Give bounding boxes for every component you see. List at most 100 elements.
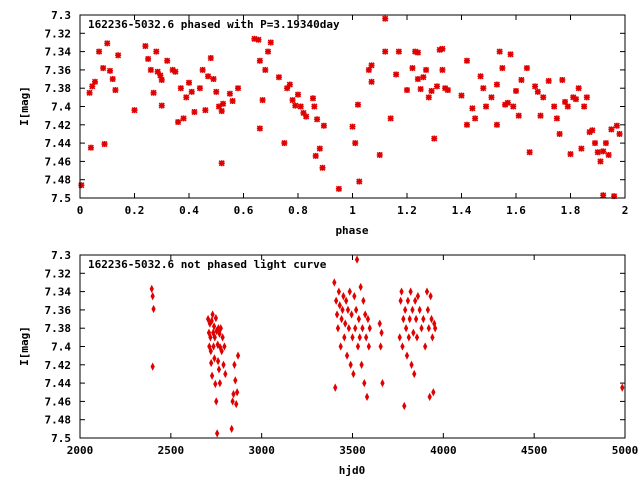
unphased-data-point <box>339 314 344 324</box>
unphased-data-point <box>427 392 432 401</box>
phased-data-point <box>177 85 184 92</box>
unphased-data-point <box>424 287 430 296</box>
phased-data-point <box>115 52 122 59</box>
phased-data-point <box>312 152 319 159</box>
phased-data-point <box>289 97 296 104</box>
phased-x-tick-label: 1.2 <box>397 204 417 217</box>
phased-data-point <box>496 48 503 55</box>
unphased-data-point <box>220 333 225 342</box>
phased-x-axis-label: phase <box>335 224 368 237</box>
unphased-data-point <box>426 324 431 333</box>
unphased-data-point <box>217 378 223 388</box>
phased-data-point <box>551 103 558 110</box>
phased-data-point <box>354 101 362 108</box>
phased-data-point <box>382 48 389 55</box>
unphased-data-point <box>353 305 359 315</box>
unphased-data-point <box>205 314 211 324</box>
phased-data-point <box>142 43 149 50</box>
phased-data-point <box>526 149 533 156</box>
unphased-data-point <box>423 342 428 351</box>
unphased-y-tick-label: 7.3 <box>51 249 71 262</box>
unphased-data-point <box>223 369 228 379</box>
phased-x-tick-label: 0.6 <box>234 204 254 217</box>
phased-data-point <box>368 78 375 85</box>
unphased-y-tick-label: 7.48 <box>45 414 72 427</box>
phased-data-point <box>180 115 187 122</box>
phased-data-point <box>91 78 99 85</box>
unphased-data-point <box>380 378 385 388</box>
unphased-data-point <box>209 371 215 380</box>
unphased-data-point <box>229 424 234 434</box>
phased-data-point <box>106 67 114 74</box>
phased-data-point <box>294 91 302 98</box>
phased-data-point <box>469 105 476 112</box>
phased-data-point <box>229 97 236 105</box>
unphased-data-point <box>365 314 371 324</box>
phased-data-point <box>349 123 356 130</box>
phased-data-point <box>611 193 618 200</box>
phased-data-point <box>191 108 198 116</box>
unphased-data-point <box>208 346 213 356</box>
phased-data-point <box>493 121 500 128</box>
phased-data-point <box>559 76 566 84</box>
unphased-data-point <box>415 292 421 301</box>
unphased-data-point <box>233 376 238 385</box>
unphased-data-point <box>215 356 221 366</box>
unphased-data-point <box>213 313 219 323</box>
unphased-data-point <box>421 314 426 324</box>
phased-x-ticks: 0 0.2 0.4 0.6 0.8 1 1.2 1.4 1.6 1.8 2 <box>77 15 628 217</box>
unphased-data-point <box>417 305 422 315</box>
phased-data-point <box>188 88 195 95</box>
phased-x-tick-label: 1.8 <box>561 204 581 217</box>
unphased-data-point <box>235 351 241 360</box>
phased-y-ticks: 7.3 7.32 7.34 7.36 7.38 7.4 7.42 7.44 7.46 7.48 7.… <box>45 9 625 205</box>
phased-data-point <box>581 103 588 110</box>
phased-data-point <box>226 90 233 97</box>
phased-data-point <box>87 144 94 151</box>
phased-data-point <box>352 140 359 147</box>
unphased-data-point <box>211 342 216 351</box>
phased-data-point <box>284 85 291 92</box>
phased-data-point <box>482 103 490 110</box>
phased-data-point <box>131 107 138 114</box>
unphased-y-axis-label: I[mag] <box>18 326 31 366</box>
phased-data-point <box>213 88 220 95</box>
unphased-x-tick-label: 3500 <box>339 444 366 457</box>
unphased-data-point <box>209 358 214 368</box>
phased-x-tick-label: 0.4 <box>179 204 199 217</box>
phased-data-point <box>255 36 262 43</box>
phased-data-point <box>368 62 375 69</box>
unphased-x-axis-label: hjd0 <box>339 464 366 477</box>
phased-data-point <box>185 79 193 86</box>
unphased-data-point <box>230 397 235 406</box>
unphased-x-tick-label: 2000 <box>67 444 94 457</box>
unphased-data-point <box>218 324 223 333</box>
phased-data-point <box>164 57 171 64</box>
phased-y-axis-label: I[mag] <box>18 86 31 126</box>
phased-data-point <box>196 85 203 92</box>
unphased-light-curve-chart: 2000 2500 3000 3500 4000 4500 5000 7.3 7.32 7.34… <box>18 249 638 477</box>
phased-plot-frame <box>79 14 626 199</box>
unphased-data-point <box>344 296 349 305</box>
unphased-data-point <box>211 322 217 331</box>
unphased-data-point <box>357 333 362 342</box>
unphased-data-point <box>346 324 352 333</box>
phased-data-point <box>264 48 272 55</box>
unphased-data-point <box>403 324 409 333</box>
phased-data-point <box>382 15 389 22</box>
phased-y-tick-label: 7.44 <box>45 137 72 150</box>
unphased-data-point <box>398 296 403 305</box>
unphased-x-tick-label: 4000 <box>430 444 457 457</box>
unphased-data-point <box>377 319 382 328</box>
phased-data-point <box>335 185 342 192</box>
unphased-data-point <box>410 305 415 315</box>
phased-data-point <box>96 48 103 55</box>
unphased-data-point <box>356 314 361 324</box>
phased-data-point <box>314 116 321 123</box>
phased-chart-title: 162236-5032.6 phased with P=3.19340day <box>88 18 340 31</box>
phased-data-point <box>423 66 430 73</box>
phased-x-tick-label: 1.6 <box>506 204 526 217</box>
unphased-y-tick-label: 7.34 <box>45 286 72 299</box>
unphased-data-point <box>348 360 353 369</box>
unphased-data-point <box>367 324 372 333</box>
